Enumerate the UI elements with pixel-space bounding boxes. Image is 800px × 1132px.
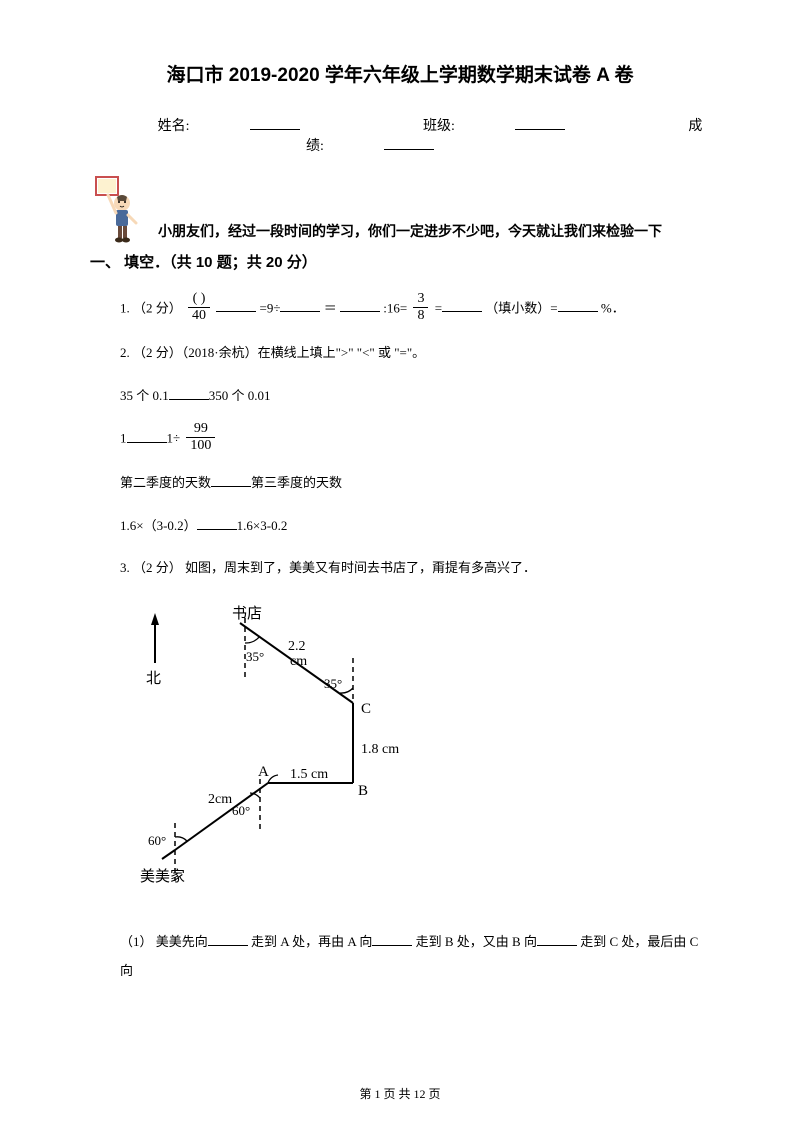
mascot-icon	[90, 175, 150, 245]
q1-text: =	[435, 300, 442, 315]
angle-label: 60°	[148, 833, 166, 848]
q3-text: （1） 美美先向	[120, 934, 208, 949]
blank	[208, 932, 248, 946]
intro-text: 小朋友们，经过一段时间的学习，你们一定进步不少吧，今天就让我们来检验一下	[158, 221, 662, 245]
q1-text: ＝	[324, 300, 340, 315]
len-label: 1.8 cm	[361, 742, 399, 757]
page-footer: 第 1 页 共 12 页	[0, 1085, 800, 1102]
q1-text: %．	[601, 300, 625, 315]
blank	[216, 298, 256, 312]
question-2: 2. （2 分）（2018·余杭）在横线上填上">" "<" 或 "="。	[90, 339, 710, 368]
name-blank	[250, 116, 300, 130]
b-label: B	[358, 783, 368, 799]
fraction-num: 3	[413, 292, 428, 308]
q3-text: 走到 A 处，再由 A 向	[251, 934, 372, 949]
blank	[372, 932, 412, 946]
q1-fraction-1: ( ) 40	[188, 292, 210, 323]
q2-text: 35 个 0.1	[120, 388, 169, 403]
diagram: 北 书店 2.2 cm 35° 35° C 1.8 cm B 1.5 cm A …	[90, 603, 710, 898]
angle-label: 60°	[232, 803, 250, 818]
fraction-den: 8	[413, 308, 428, 323]
q2-text: 1.6×（3-0.2）	[120, 518, 197, 533]
info-row: 姓名: 班级: 成绩:	[90, 115, 710, 155]
score-blank	[384, 136, 434, 150]
q1-text: （填小数）=	[485, 300, 557, 315]
fraction-num: 99	[186, 422, 215, 438]
c-label: C	[361, 701, 371, 717]
a-label: A	[258, 764, 269, 780]
len-label: 2cm	[208, 792, 232, 807]
cm-label: cm	[290, 654, 307, 669]
fraction-den: 100	[186, 438, 215, 453]
north-label: 北	[146, 670, 161, 687]
angle-label: 35°	[246, 649, 264, 664]
question-1: 1. （2 分） ( ) 40 =9÷ ＝ :16= 3 8 = （填小数）= …	[90, 294, 710, 325]
q3-text: 走到 B 处，又由 B 向	[416, 934, 537, 949]
q2-c: 第二季度的天数 第三季度的天数	[90, 469, 710, 498]
fraction-den: 40	[188, 308, 210, 323]
intro-row: 小朋友们，经过一段时间的学习，你们一定进步不少吧，今天就让我们来检验一下	[90, 175, 710, 245]
blank	[558, 298, 598, 312]
blank	[537, 932, 577, 946]
q1-prefix: 1. （2 分）	[120, 300, 182, 315]
home-label: 美美家	[140, 868, 185, 885]
section-title: 一、 填空．（共 10 题；共 20 分）	[90, 251, 710, 272]
blank	[280, 298, 320, 312]
q2-text: 第三季度的天数	[251, 475, 342, 490]
len-label: 1.5 cm	[290, 767, 328, 782]
class-label: 班级:	[423, 119, 455, 134]
class-blank	[515, 116, 565, 130]
question-3: 3. （2 分） 如图，周末到了，美美又有时间去书店了，甭提有多高兴了．	[90, 554, 710, 583]
q1-fraction-2: 3 8	[413, 292, 428, 323]
bookstore-label: 书店	[232, 605, 262, 622]
q2-d: 1.6×（3-0.2） 1.6×3-0.2	[90, 512, 710, 541]
q2-text: 1÷	[167, 431, 181, 446]
blank	[340, 298, 380, 312]
blank	[442, 298, 482, 312]
angle-label: 35°	[324, 676, 342, 691]
blank	[169, 386, 209, 400]
blank	[127, 429, 167, 443]
q2-text: 1.6×3-0.2	[237, 518, 288, 533]
blank	[197, 516, 237, 530]
q1-text: :16=	[383, 300, 410, 315]
blank	[211, 473, 251, 487]
q2-text: 350 个 0.01	[209, 388, 271, 403]
q2-b: 11÷ 99 100	[90, 424, 710, 455]
q1-text: =9÷	[260, 300, 281, 315]
q2-a: 35 个 0.1 350 个 0.01	[90, 382, 710, 411]
fraction-num: ( )	[188, 292, 210, 308]
q2-text: 第二季度的天数	[120, 475, 211, 490]
name-label: 姓名:	[158, 119, 190, 134]
len-label: 2.2	[288, 639, 306, 654]
q2-fraction: 99 100	[186, 422, 215, 453]
page-title: 海口市 2019-2020 学年六年级上学期数学期末试卷 A 卷	[90, 60, 710, 87]
q3-sub1: （1） 美美先向 走到 A 处，再由 A 向 走到 B 处，又由 B 向 走到 …	[90, 928, 710, 985]
